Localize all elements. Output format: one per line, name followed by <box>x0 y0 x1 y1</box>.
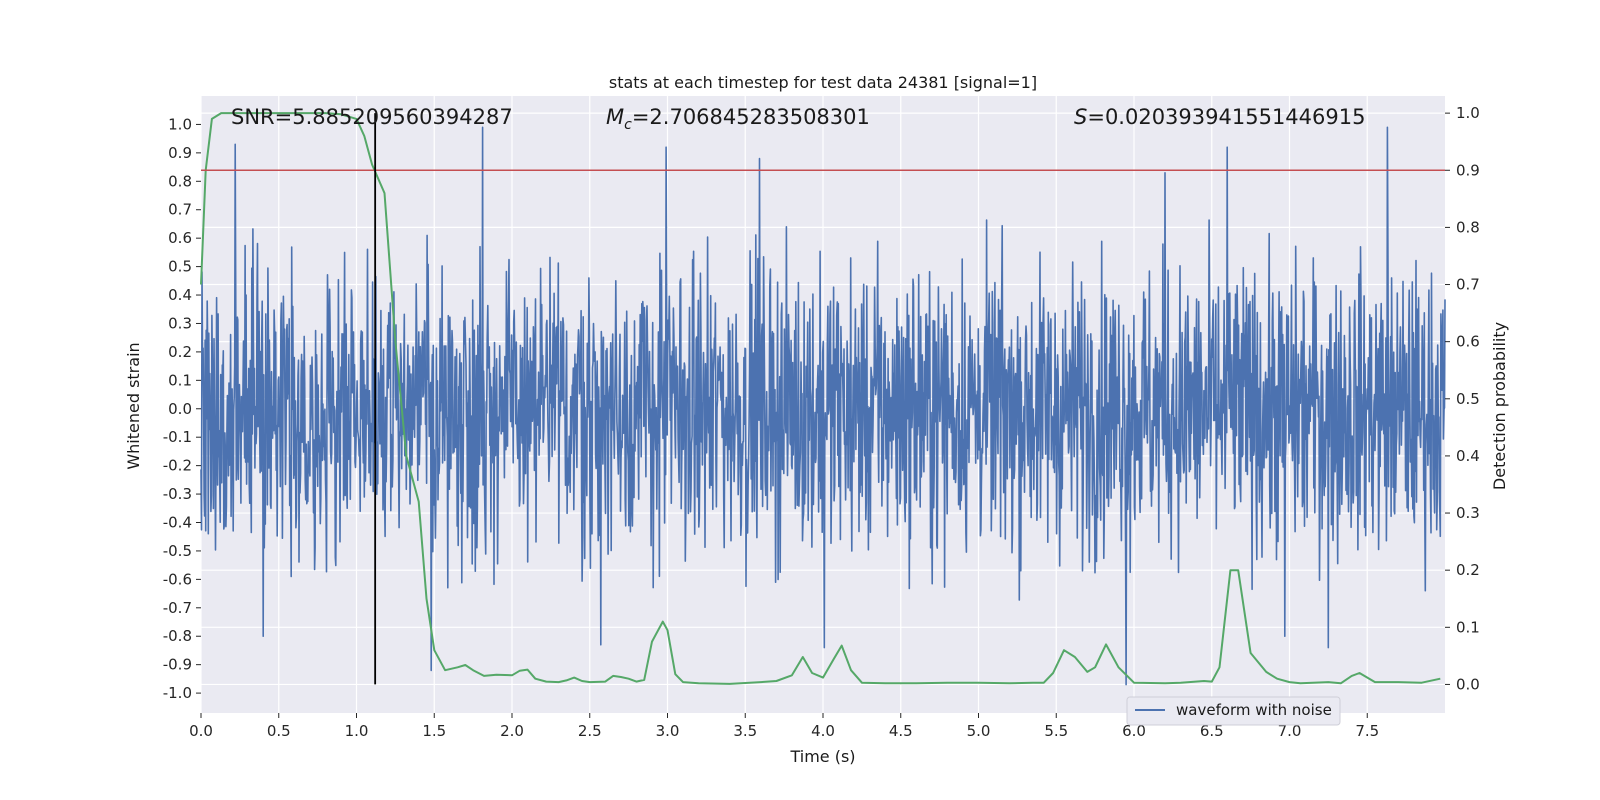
y-tick-label-12: -0.2 <box>163 457 192 475</box>
overlay-lines <box>201 113 1445 685</box>
x-tick-label-11: 5.5 <box>1044 722 1068 740</box>
y-tick-label-5: 0.5 <box>168 258 192 276</box>
x-tick-label-3: 1.5 <box>422 722 446 740</box>
s-annotation: S=0.020393941551446915 <box>1074 105 1365 129</box>
s-value: =0.020393941551446915 <box>1087 105 1365 129</box>
y2-tick-label-6: 0.4 <box>1456 447 1480 465</box>
y-tick-label-20: -1.0 <box>163 684 192 702</box>
y2-tick-label-2: 0.8 <box>1456 218 1480 236</box>
legend: waveform with noise <box>1126 696 1341 726</box>
y2-tick-label-8: 0.2 <box>1456 561 1480 579</box>
y2-tick-label-0: 1.0 <box>1456 104 1480 122</box>
snr-annotation: SNR=5.885209560394287 <box>231 105 513 129</box>
y2-tick-label-1: 0.9 <box>1456 161 1480 179</box>
mc-symbol: M <box>606 105 624 129</box>
y2-axis-ticks: 1.0 0.9 0.8 0.7 0.6 0.5 0.4 0.3 0.2 0.1 0.0 <box>1445 104 1480 693</box>
y-tick-label-16: -0.6 <box>163 570 192 588</box>
y-tick-label-4: 0.6 <box>168 229 192 247</box>
mc-subscript: c <box>624 117 632 133</box>
x-tick-label-7: 3.5 <box>733 722 757 740</box>
detection-series <box>200 112 1441 685</box>
legend-box <box>1126 696 1341 726</box>
x-tick-label-9: 4.5 <box>889 722 913 740</box>
x-tick-label-0: 0.0 <box>189 722 213 740</box>
x-tick-label-2: 1.0 <box>345 722 369 740</box>
y-tick-label-1: 0.9 <box>168 144 192 162</box>
y-tick-label-13: -0.3 <box>163 485 192 503</box>
x-tick-label-12: 6.0 <box>1122 722 1146 740</box>
y2-tick-label-7: 0.3 <box>1456 504 1480 522</box>
x-tick-label-15: 7.5 <box>1355 722 1379 740</box>
y-tick-label-0: 1.0 <box>168 115 192 133</box>
waveform-line <box>200 126 1446 686</box>
x-tick-label-14: 7.0 <box>1278 722 1302 740</box>
y2-tick-label-10: 0.0 <box>1456 675 1480 693</box>
y-tick-label-10: 0.0 <box>168 400 192 418</box>
mc-annotation: Mc=2.706845283508301 <box>606 105 870 133</box>
s-symbol: S <box>1074 105 1087 129</box>
y-tick-label-9: 0.1 <box>168 371 192 389</box>
y-tick-label-15: -0.5 <box>163 542 192 560</box>
chart-title: stats at each timestep for test data 243… <box>609 73 1037 92</box>
y-tick-label-6: 0.4 <box>168 286 192 304</box>
y-tick-label-19: -0.9 <box>163 656 192 674</box>
y-tick-label-2: 0.8 <box>168 172 192 190</box>
y-tick-label-8: 0.2 <box>168 343 192 361</box>
y-tick-label-17: -0.7 <box>163 599 192 617</box>
x-tick-label-13: 6.5 <box>1200 722 1224 740</box>
x-axis-ticks: 0.0 0.5 1.0 1.5 2.0 2.5 3.0 3.5 4.0 4.5 5.0 5.5 6.0 6… <box>189 713 1379 740</box>
x-axis-label: Time (s) <box>789 747 855 766</box>
y-tick-label-11: -0.1 <box>163 428 192 446</box>
x-tick-label-1: 0.5 <box>267 722 291 740</box>
y-tick-label-18: -0.8 <box>163 627 192 645</box>
y-axis-ticks: 1.0 0.9 0.8 0.7 0.6 0.5 0.4 0.3 0.2 0.1 0.0 -0.1 -0.… <box>163 115 201 702</box>
y-tick-label-7: 0.3 <box>168 314 192 332</box>
mc-value: =2.706845283508301 <box>632 105 870 129</box>
y2-axis-label: Detection probability <box>1490 322 1509 490</box>
x-tick-label-8: 4.0 <box>811 722 835 740</box>
waveform-series <box>200 126 1446 686</box>
x-tick-label-5: 2.5 <box>578 722 602 740</box>
y2-tick-label-3: 0.7 <box>1456 276 1480 294</box>
detection-line <box>200 112 1441 685</box>
x-tick-label-10: 5.0 <box>967 722 991 740</box>
y2-tick-label-5: 0.5 <box>1456 390 1480 408</box>
legend-label: waveform with noise <box>1176 701 1332 719</box>
y-axis-label: Whitened strain <box>124 342 143 469</box>
x-tick-label-6: 3.0 <box>656 722 680 740</box>
x-tick-label-4: 2.0 <box>500 722 524 740</box>
y-tick-label-14: -0.4 <box>163 513 192 531</box>
y2-tick-label-4: 0.6 <box>1456 333 1480 351</box>
y-tick-label-3: 0.7 <box>168 201 192 219</box>
y2-tick-label-9: 0.1 <box>1456 618 1480 636</box>
